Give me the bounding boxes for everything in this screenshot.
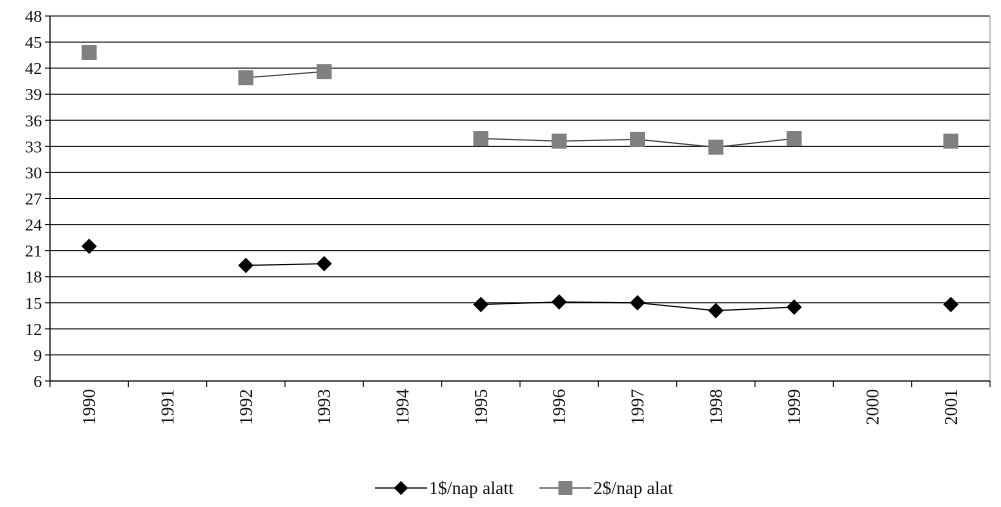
data-point-diamond (708, 302, 724, 319)
gridlines (50, 15, 990, 356)
series-line-segment (637, 302, 716, 312)
y-tick-label: 36 (25, 111, 42, 130)
y-tick-label: 6 (34, 372, 43, 391)
series-line-segment (245, 71, 325, 79)
y-tick-label: 33 (25, 137, 42, 156)
y-tick-label: 42 (25, 59, 42, 78)
series-line-segment (715, 137, 795, 148)
data-point-diamond (473, 296, 489, 313)
data-point-square (630, 131, 645, 147)
x-tick-label: 1999 (784, 389, 804, 425)
x-tick-label: 1993 (314, 389, 334, 425)
y-tick-label: 24 (25, 216, 43, 235)
data-point-square (473, 131, 489, 147)
data-point-diamond (943, 296, 959, 313)
x-tick-label: 1997 (628, 389, 648, 425)
y-tick-label: 18 (25, 268, 42, 287)
data-point-diamond (629, 295, 646, 311)
legend-item-1: 1$/nap alatt (375, 478, 513, 498)
x-tick-label: 1995 (471, 389, 491, 425)
y-tick-label: 12 (25, 320, 42, 339)
legend-label: 2$/nap alat (593, 478, 672, 498)
series-line-segment (245, 263, 325, 267)
x-tick-label: 1990 (79, 389, 99, 425)
legend-marker-diamond (394, 481, 408, 495)
series-line-segment (559, 138, 638, 142)
y-tick-label: 15 (25, 294, 42, 313)
y-tick-label: 39 (25, 85, 42, 104)
y-tick-label: 21 (25, 242, 42, 261)
series-line-segment (480, 137, 560, 142)
y-tick-label: 48 (25, 7, 42, 26)
series-line-segment (715, 306, 795, 312)
data-point-diamond (786, 299, 802, 315)
series-line-segment (559, 301, 638, 304)
axes: 6 9 12 15 18 21 24 27 30 33 36 39 42 45 48 1990 1991 1992… (25, 7, 991, 425)
x-tick-label: 2000 (863, 389, 883, 425)
series-1 (81, 238, 959, 319)
series-2 (81, 45, 959, 155)
y-tick-label: 9 (34, 346, 43, 365)
x-tick-label: 1996 (549, 389, 569, 425)
x-tick-label: 2001 (941, 389, 961, 425)
y-tick-label: 30 (25, 163, 42, 182)
x-tick-label: 1992 (236, 389, 256, 425)
data-point-square (316, 64, 332, 80)
data-point-diamond (316, 255, 332, 272)
data-point-diamond (551, 294, 567, 310)
x-tick-label: 1991 (158, 389, 178, 425)
legend: 1$/nap alatt 2$/nap alat (375, 478, 673, 498)
series (81, 45, 959, 319)
data-point-square (943, 133, 959, 149)
series-line-segment (480, 301, 560, 306)
data-point-square (238, 70, 254, 86)
legend-marker-square (558, 481, 573, 495)
data-point-square (81, 45, 97, 60)
series-line-segment (637, 138, 716, 148)
data-point-diamond (238, 257, 254, 274)
data-point-square (786, 131, 802, 147)
x-tick-label: 1998 (706, 389, 726, 425)
data-point-square (551, 133, 567, 149)
data-point-diamond (81, 238, 97, 255)
data-point-square (708, 139, 724, 155)
y-tick-label: 45 (25, 33, 42, 52)
legend-item-2: 2$/nap alat (539, 478, 673, 498)
x-tick-label: 1994 (393, 389, 413, 425)
y-tick-label: 27 (25, 190, 43, 209)
legend-label: 1$/nap alatt (429, 478, 513, 498)
